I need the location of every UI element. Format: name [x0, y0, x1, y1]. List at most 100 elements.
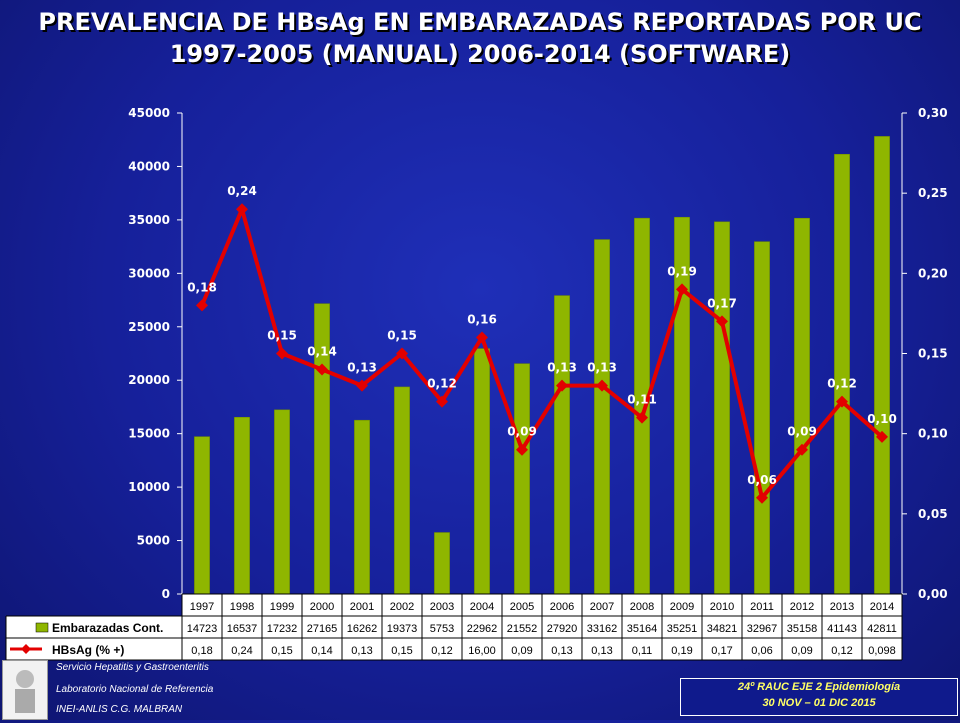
- footer-line-3: INEI-ANLIS C.G. MALBRAN: [56, 704, 183, 715]
- data-table-year-1998: 1998: [230, 601, 254, 613]
- data-table-hbsag-2009: 0,19: [671, 645, 692, 657]
- data-table-year-2001: 2001: [350, 601, 374, 613]
- y-left-tick-label: 20000: [128, 373, 170, 387]
- data-table-hbsag-2001: 0,13: [351, 645, 372, 657]
- y-right-tick-label: 0,30: [918, 106, 948, 120]
- bar-2006: [554, 295, 570, 595]
- data-table-year-2000: 2000: [310, 601, 334, 613]
- legend-label-bars: Embarazadas Cont.: [52, 621, 163, 635]
- hbsag-data-label-2001: 0,13: [347, 361, 377, 375]
- data-table-embarazadas-2006: 27920: [547, 623, 578, 635]
- bar-2001: [354, 419, 370, 595]
- hbsag-data-label-2011: 0,06: [747, 473, 777, 487]
- data-table-year-2011: 2011: [750, 601, 774, 613]
- hbsag-point-2007: [596, 379, 608, 392]
- hbsag-data-label-2003: 0,12: [427, 377, 457, 391]
- data-table-year-2010: 2010: [710, 601, 734, 613]
- bar-2007: [594, 239, 610, 595]
- bar-2013: [834, 153, 850, 595]
- data-table-hbsag-1999: 0,15: [271, 645, 292, 657]
- data-table-embarazadas-2012: 35158: [787, 623, 818, 635]
- data-table-embarazadas-2011: 32967: [747, 623, 778, 635]
- data-table-hbsag-2013: 0,12: [831, 645, 852, 657]
- data-table-year-2008: 2008: [630, 601, 654, 613]
- data-table-hbsag-2002: 0,15: [391, 645, 412, 657]
- data-table-year-2004: 2004: [470, 601, 494, 613]
- bar-2012: [794, 217, 810, 595]
- hbsag-data-label-2004: 0,16: [467, 312, 497, 326]
- data-table-embarazadas-2009: 35251: [667, 623, 698, 635]
- bar-2010: [714, 221, 730, 595]
- conference-line-2: 30 NOV – 01 DIC 2015: [762, 697, 876, 709]
- hbsag-point-2005: [516, 443, 528, 456]
- bar-1998: [234, 416, 250, 595]
- hbsag-data-label-1998: 0,24: [227, 184, 257, 198]
- data-table-year-2007: 2007: [590, 601, 614, 613]
- hbsag-point-2014: [876, 430, 888, 443]
- bar-2014: [874, 136, 890, 595]
- y-left-tick-label: 5000: [137, 534, 170, 548]
- hbsag-data-label-2009: 0,19: [667, 264, 697, 278]
- data-table-hbsag-2000: 0,14: [311, 645, 332, 657]
- hbsag-line: [200, 207, 884, 500]
- data-table-year-2012: 2012: [790, 601, 814, 613]
- hbsag-data-label-2007: 0,13: [587, 361, 617, 375]
- data-table-year-1997: 1997: [190, 601, 214, 613]
- hbsag-point-2003: [436, 395, 448, 408]
- chart-title-line1: PREVALENCIA DE HBsAg EN EMBARAZADAS REPO…: [38, 8, 922, 36]
- data-table-hbsag-2004: 16,00: [468, 645, 496, 657]
- conference-badge: 24º RAUC EJE 2 Epidemiología 30 NOV – 01…: [680, 678, 958, 716]
- hbsag-point-2008: [636, 411, 648, 424]
- data-table-hbsag-2005: 0,09: [511, 645, 532, 657]
- data-table-year-2013: 2013: [830, 601, 854, 613]
- legend-swatch-line-marker: [21, 644, 31, 654]
- hbsag-point-1999: [276, 347, 288, 360]
- hbsag-point-2013: [836, 395, 848, 408]
- hbsag-point-2010: [716, 315, 728, 328]
- hbsag-data-label-2006: 0,13: [547, 361, 577, 375]
- hbsag-data-label-2002: 0,15: [387, 329, 417, 343]
- y-right-tick-label: 0,05: [918, 507, 948, 521]
- hbsag-data-label-2005: 0,09: [507, 425, 537, 439]
- bar-2003: [434, 532, 450, 595]
- hbsag-data-label-1999: 0,15: [267, 329, 297, 343]
- data-table-year-2009: 2009: [670, 601, 694, 613]
- hbsag-data-label-2013: 0,12: [827, 377, 857, 391]
- chart-title: PREVALENCIA DE HBsAg EN EMBARAZADAS REPO…: [0, 6, 960, 70]
- data-table-hbsag-2010: 0,17: [711, 645, 732, 657]
- y-left-tick-label: 10000: [128, 480, 170, 494]
- data-table-hbsag-1997: 0,18: [191, 645, 212, 657]
- data-table-embarazadas-2002: 19373: [387, 623, 418, 635]
- hbsag-point-2000: [316, 363, 328, 376]
- data-table-year-2006: 2006: [550, 601, 574, 613]
- hbsag-point-2001: [356, 379, 368, 392]
- hbsag-data-label-2010: 0,17: [707, 296, 737, 310]
- data-table-hbsag-2006: 0,13: [551, 645, 572, 657]
- y-left-tick-label: 0: [162, 587, 170, 601]
- hbsag-point-2011: [756, 491, 768, 504]
- data-table-year-2005: 2005: [510, 601, 534, 613]
- bar-2011: [754, 241, 770, 595]
- footer-line-1: Servicio Hepatitis y Gastroenteritis: [56, 662, 209, 673]
- data-table-year-2003: 2003: [430, 601, 454, 613]
- hbsag-point-2009: [676, 283, 688, 296]
- data-table-embarazadas-2000: 27165: [307, 623, 338, 635]
- y-left-tick-label: 30000: [128, 266, 170, 280]
- hbsag-point-2002: [396, 347, 408, 360]
- conference-line-1: 24º RAUC EJE 2 Epidemiología: [737, 681, 901, 693]
- bar-1997: [194, 436, 210, 595]
- y-left-tick-label: 15000: [128, 427, 170, 441]
- y-right-tick-label: 0,25: [918, 186, 948, 200]
- data-table-embarazadas-2004: 22962: [467, 623, 498, 635]
- bar-2002: [394, 386, 410, 595]
- hbsag-point-2004: [476, 331, 488, 344]
- data-table-embarazadas-2008: 35164: [627, 623, 658, 635]
- data-table-embarazadas-2001: 16262: [347, 623, 378, 635]
- y-right-tick-label: 0,20: [918, 266, 948, 280]
- y-right-tick-label: 0,00: [918, 587, 948, 601]
- hbsag-data-label-2014: 0,10: [867, 412, 897, 426]
- institution-logo: [2, 660, 48, 720]
- data-table-embarazadas-2003: 5753: [430, 623, 454, 635]
- hbsag-point-2006: [556, 379, 568, 392]
